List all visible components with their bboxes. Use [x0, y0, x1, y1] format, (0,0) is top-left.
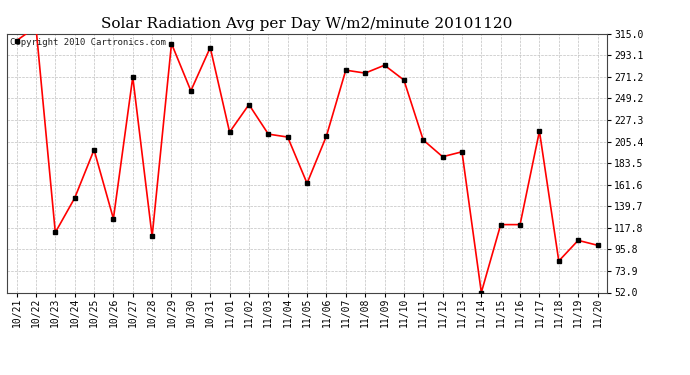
- Title: Solar Radiation Avg per Day W/m2/minute 20101120: Solar Radiation Avg per Day W/m2/minute …: [101, 17, 513, 31]
- Text: Copyright 2010 Cartronics.com: Copyright 2010 Cartronics.com: [10, 38, 166, 46]
